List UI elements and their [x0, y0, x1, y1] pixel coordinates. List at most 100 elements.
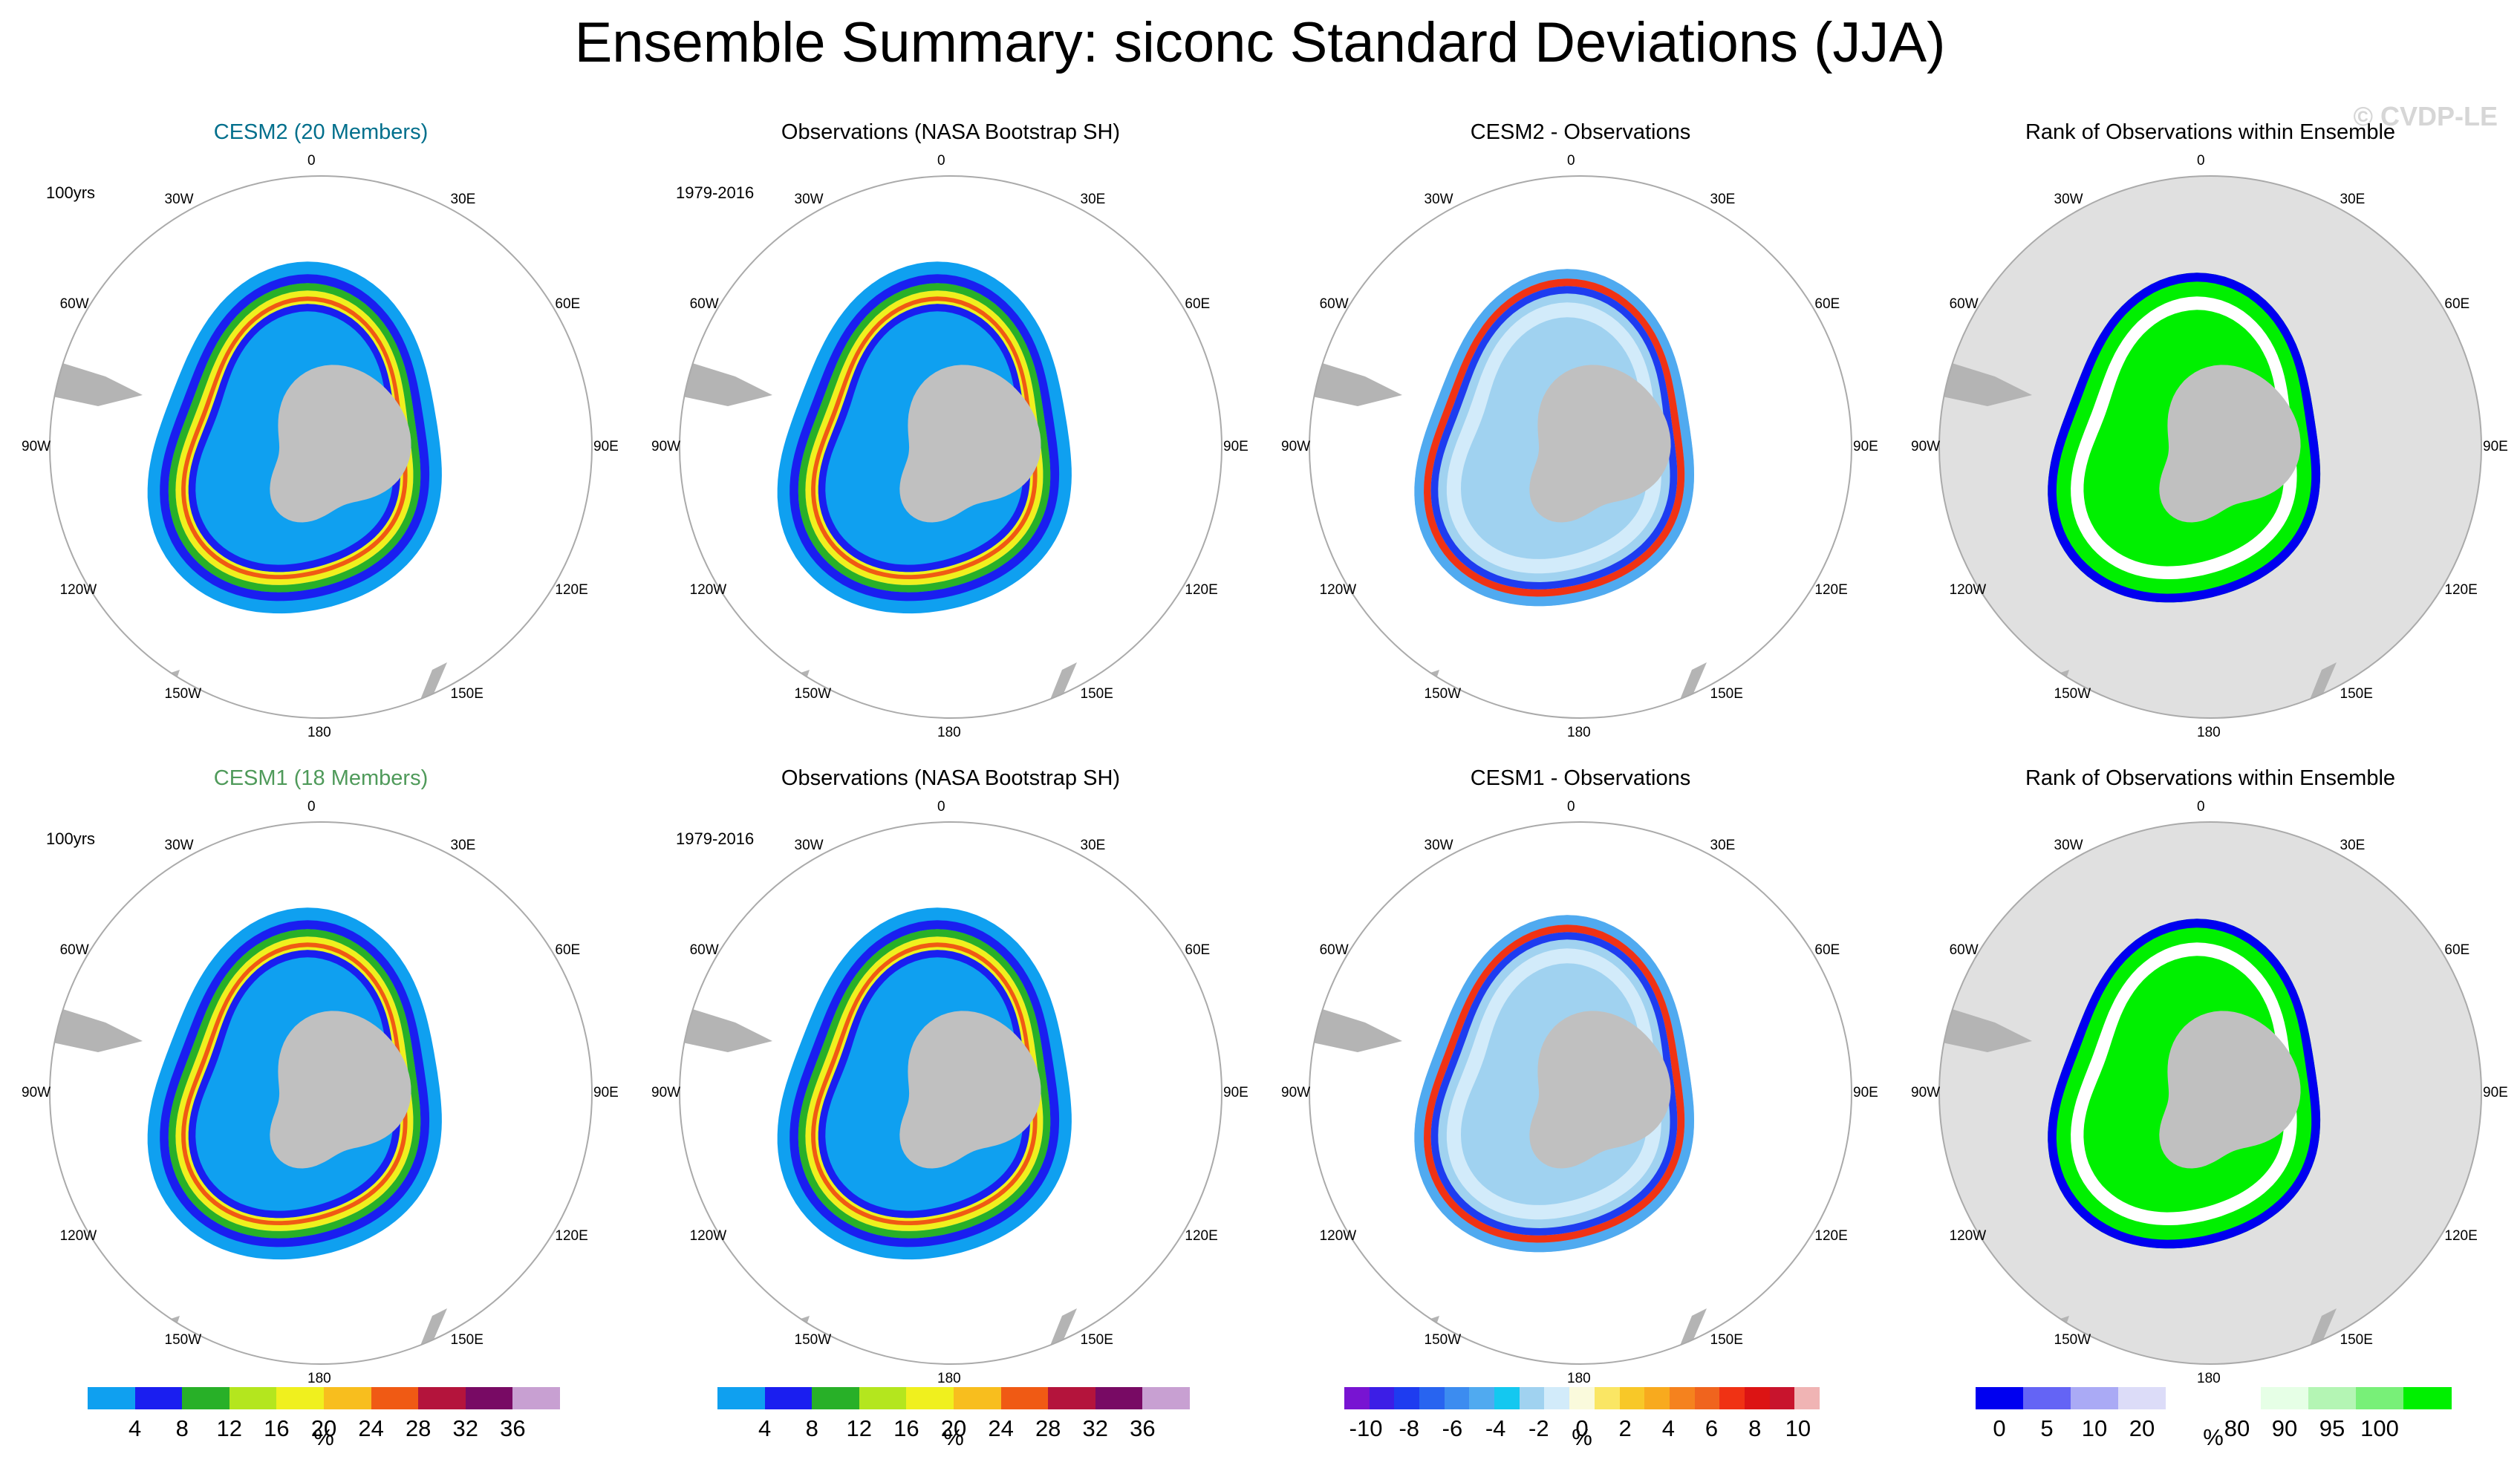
colorbar-tick-label: 16	[264, 1415, 290, 1441]
antarctica-landmass	[899, 365, 1041, 523]
colorbar-swatch	[1095, 1387, 1143, 1409]
longitude-label: 90W	[1911, 1085, 1941, 1100]
colorbar-tick-label: 0	[1993, 1415, 2006, 1441]
colorbar-swatch	[1594, 1387, 1620, 1409]
period-label: 1979-2016	[676, 829, 755, 848]
longitude-label: 30E	[1710, 837, 1736, 853]
longitude-label: 90E	[1223, 1085, 1248, 1100]
map-outline	[49, 175, 593, 719]
antarctica-landmass	[1529, 1011, 1671, 1169]
longitude-label: 60W	[1949, 942, 1979, 958]
colorbar-tick-label: 4	[758, 1415, 772, 1441]
map-panel: CESM1 (18 Members) 100yrs 0 30E 60E 90E 120E 15…	[16, 766, 625, 1420]
colorbar-tick-label: 8	[805, 1415, 818, 1441]
longitude-label: 30E	[450, 837, 476, 853]
colorbar-swatch	[182, 1387, 230, 1409]
south-america-landmass	[1939, 1004, 2032, 1052]
longitude-label: 180	[937, 1371, 961, 1386]
longitude-label: 120E	[1814, 581, 1848, 598]
colorbar-swatch	[1344, 1387, 1370, 1409]
longitude-label: 150W	[794, 686, 832, 702]
longitude-label: 180	[2197, 1371, 2221, 1386]
colorbar-swatch	[1469, 1387, 1495, 1409]
colorbar-tick-label: 24	[988, 1415, 1014, 1441]
polar-map	[1938, 175, 2482, 719]
longitude-label: 30E	[1080, 837, 1106, 853]
map-outline	[49, 821, 593, 1365]
colorbar-swatch	[371, 1387, 419, 1409]
longitude-label: 60W	[689, 942, 719, 958]
longitude-label: 150W	[2054, 1332, 2091, 1348]
colorbar-tick-label: 32	[452, 1415, 479, 1441]
colorbar-tick-label: 5	[2040, 1415, 2054, 1441]
map-panel: CESM2 (20 Members) 100yrs 0 30E 60E 90E 120E 15…	[16, 120, 625, 774]
longitude-label: 30W	[164, 837, 194, 853]
colorbar-swatch	[764, 1387, 813, 1409]
rank-colorbar: 0 5 10 20 80 90 95 100	[1976, 1387, 2452, 1441]
antarctica-landmass	[270, 365, 411, 523]
colorbar-swatch	[1794, 1387, 1820, 1409]
colorbar-swatch	[2213, 1387, 2262, 1409]
colorbar-tick-label: 95	[2319, 1415, 2345, 1441]
colorbar-tick-label: 100	[2360, 1415, 2399, 1441]
colorbar-swatch	[2403, 1387, 2452, 1409]
longitude-label: 60E	[2444, 942, 2470, 958]
longitude-label: 30W	[1424, 191, 1453, 207]
map-outline	[1938, 821, 2482, 1365]
colorbar-tick-label: 36	[1130, 1415, 1156, 1441]
longitude-label: 90E	[1223, 439, 1248, 454]
longitude-label: 120E	[555, 1227, 588, 1244]
longitude-label: 90E	[1853, 1085, 1878, 1100]
colorbar-swatch	[1419, 1387, 1445, 1409]
map-panel: CESM2 - Observations 0 30E 60E 90E 120E 150E 18…	[1276, 120, 1885, 774]
colorbar-tick-label: 24	[358, 1415, 384, 1441]
longitude-label: 90W	[1911, 439, 1941, 454]
map-panel: Observations (NASA Bootstrap SH) 1979-201…	[646, 766, 1255, 1420]
longitude-label: 90W	[1281, 1085, 1311, 1100]
longitude-label: 180	[1567, 1371, 1591, 1386]
colorbar-tick-label: 0	[1575, 1415, 1589, 1441]
longitude-label: 120W	[1949, 1227, 1987, 1244]
period-label: 1979-2016	[676, 183, 755, 202]
colorbar-swatch	[134, 1387, 183, 1409]
map-outline	[679, 821, 1222, 1365]
map-outline	[1309, 821, 1852, 1365]
longitude-label: 150W	[794, 1332, 832, 1348]
colorbar-swatch	[324, 1387, 372, 1409]
longitude-label: 120E	[1185, 581, 1218, 598]
panel-title: CESM1 - Observations	[1470, 766, 1691, 790]
colorbar-tick-label: 28	[405, 1415, 432, 1441]
longitude-label: 60E	[555, 296, 581, 312]
colorbar-tick-label: 20	[2129, 1415, 2155, 1441]
panel-title: Observations (NASA Bootstrap SH)	[781, 766, 1121, 790]
longitude-label: 60E	[1185, 296, 1211, 312]
longitude-label: 60E	[555, 942, 581, 958]
colorbar-swatch	[1494, 1387, 1520, 1409]
map-panel: CESM1 - Observations 0 30E 60E 90E 120E 150E 18…	[1276, 766, 1885, 1420]
colorbar-tick-label: 8	[1748, 1415, 1762, 1441]
longitude-label: 150E	[1080, 686, 1113, 702]
map-panel: Rank of Observations within Ensemble 0 30E…	[1906, 120, 2515, 774]
longitude-label: 30W	[2054, 191, 2083, 207]
colorbar-tick-label: 12	[216, 1415, 243, 1441]
longitude-label: 150W	[1424, 686, 1462, 702]
colorbar-tick-label: 20	[940, 1415, 967, 1441]
longitude-label: 90E	[593, 439, 619, 454]
polar-map	[679, 175, 1222, 719]
longitude-label: 150W	[1424, 1332, 1462, 1348]
longitude-label: 120E	[2444, 581, 2478, 598]
longitude-label: 180	[1567, 725, 1591, 740]
colorbar-swatch	[859, 1387, 907, 1409]
map-outline	[679, 175, 1222, 719]
diff-colorbar-unit: %	[1572, 1424, 1592, 1450]
antarctica-landmass	[270, 1011, 411, 1169]
period-label: 100yrs	[46, 183, 96, 202]
longitude-label: 120E	[555, 581, 588, 598]
std-colorbar-1-unit: %	[313, 1424, 334, 1450]
polar-map	[1309, 821, 1852, 1365]
colorbar-swatch	[418, 1387, 466, 1409]
colorbar-swatch	[717, 1387, 766, 1409]
panel-title: CESM2 - Observations	[1470, 120, 1691, 144]
longitude-label: 150E	[1080, 1332, 1113, 1348]
longitude-label: 90E	[1853, 439, 1878, 454]
